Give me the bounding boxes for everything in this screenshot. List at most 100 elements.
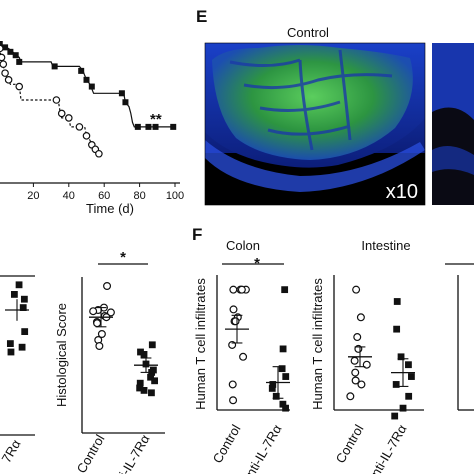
colon-y-label: Human T cell infiltrates	[193, 278, 208, 410]
survival-x-ticks: 20 40 60 80 100	[27, 183, 184, 202]
colon-point	[279, 400, 287, 408]
histology-partial-category-label: 7Rα	[0, 437, 24, 466]
intestine-point	[351, 376, 360, 385]
magnification-label: x10	[386, 181, 418, 203]
intestine-point	[393, 298, 401, 305]
intestine-category-label: Anti-IL-7Rα	[364, 422, 410, 474]
hist-y-label: Histological Score	[54, 303, 69, 407]
colon-point	[278, 365, 286, 373]
survival-x-tick-label: 80	[133, 190, 145, 202]
survival-marker	[2, 44, 9, 51]
histology-partial-point	[19, 304, 27, 311]
survival-x-tick-label: 40	[63, 190, 75, 202]
intestine-point	[350, 356, 359, 365]
survival-x-tick-label: 60	[98, 190, 110, 202]
survival-x-tick-label: 100	[166, 190, 184, 202]
hist-point	[148, 369, 156, 376]
survival-significance: **	[150, 111, 162, 128]
survival-marker	[95, 149, 103, 158]
intestine-point	[346, 392, 355, 401]
hist-point	[89, 307, 98, 316]
colon-point	[272, 392, 280, 400]
survival-marker	[16, 58, 23, 65]
colon-point	[229, 285, 238, 294]
survival-marker	[145, 123, 152, 130]
survival-marker	[51, 63, 58, 70]
hist-point	[97, 330, 106, 339]
survival-x-label: Time (d)	[86, 201, 134, 216]
intestine-point	[399, 404, 407, 412]
hist-point	[151, 377, 159, 385]
micrograph-control: x10	[204, 42, 426, 206]
hist-point	[137, 348, 144, 356]
survival-plot: 20 40 60 80 100 ** Time (d)	[0, 41, 184, 216]
survival-marker	[83, 76, 90, 83]
intestine-point	[351, 368, 360, 377]
colon-point	[231, 317, 240, 326]
third-plot-partial	[445, 263, 474, 411]
survival-marker	[57, 109, 66, 118]
panel-letter-e: E	[196, 7, 207, 26]
survival-x-tick-label: 20	[27, 190, 39, 202]
colon-point	[282, 404, 289, 412]
colon-point	[269, 381, 277, 388]
intestine-point	[352, 285, 361, 294]
intestine-point	[397, 353, 405, 361]
intestine-point	[393, 325, 401, 333]
colon-category-label: Anti-IL-7Rα	[239, 422, 285, 474]
hist-category-label: Anti-IL-7Rα	[107, 432, 153, 474]
histology-partial-point	[7, 348, 15, 356]
histology-partial-point	[15, 281, 23, 289]
hist-category-label: Control	[74, 432, 108, 474]
intestine-y-label: Human T cell infiltrates	[310, 278, 325, 410]
survival-marker	[122, 99, 129, 106]
hist-point	[95, 342, 104, 351]
hist-point	[106, 308, 115, 317]
colon-point	[282, 373, 290, 380]
survival-curve-treated	[0, 44, 175, 128]
colon-point	[281, 286, 289, 294]
survival-marker	[152, 123, 159, 130]
colon-point	[239, 352, 248, 361]
survival-marker	[78, 67, 85, 74]
intestine-category-label: Control	[333, 422, 367, 466]
histology-partial-plot: 7Rα	[0, 275, 35, 466]
survival-marker	[170, 123, 177, 130]
colon-title: Colon	[226, 238, 260, 253]
survival-marker	[52, 96, 61, 104]
intestine-point	[405, 392, 413, 400]
survival-markers	[0, 41, 177, 158]
intestine-point	[408, 373, 415, 380]
survival-marker	[12, 52, 19, 59]
intestine-point	[353, 333, 362, 342]
colon-point	[228, 380, 237, 389]
colon-category-label: Control	[210, 422, 244, 466]
hist-point	[140, 387, 148, 394]
intestine-point	[356, 313, 365, 322]
hist-point	[147, 373, 154, 381]
survival-marker	[134, 123, 141, 130]
hist-point	[148, 389, 155, 397]
intestine-point	[391, 412, 399, 420]
survival-marker	[1, 69, 9, 77]
histology-partial-point	[20, 295, 28, 303]
hist-point	[103, 282, 112, 291]
colon-point	[229, 396, 238, 405]
histology-partial-point	[6, 340, 14, 347]
hist-point	[93, 319, 102, 328]
survival-marker	[75, 123, 84, 131]
hist-significance: *	[120, 249, 126, 266]
intestine-point	[357, 380, 366, 389]
hist-point	[136, 379, 144, 387]
hist-point	[136, 384, 144, 392]
micrograph-partial	[432, 43, 474, 205]
survival-marker	[15, 82, 24, 91]
survival-marker	[0, 53, 6, 62]
colon-point	[229, 305, 238, 314]
survival-marker	[82, 132, 91, 140]
survival-marker	[88, 83, 95, 90]
